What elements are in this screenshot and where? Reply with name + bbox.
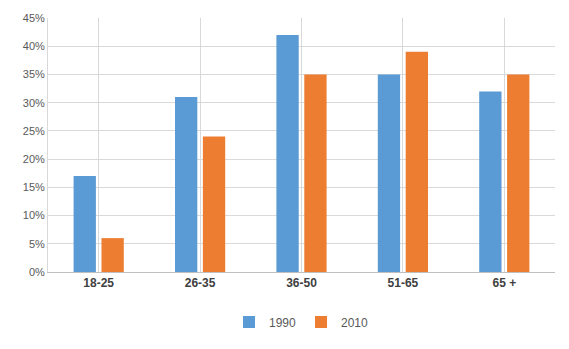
svg-text:20%: 20% [23, 153, 45, 165]
svg-text:15%: 15% [23, 181, 45, 193]
svg-text:10%: 10% [23, 209, 45, 221]
svg-text:0%: 0% [29, 266, 45, 278]
svg-text:1990: 1990 [269, 316, 296, 330]
svg-text:2010: 2010 [341, 316, 368, 330]
svg-text:51-65: 51-65 [388, 276, 419, 290]
svg-text:40%: 40% [23, 40, 45, 52]
svg-text:26-35: 26-35 [185, 276, 216, 290]
svg-text:5%: 5% [29, 238, 45, 250]
svg-text:18-25: 18-25 [83, 276, 114, 290]
svg-text:35%: 35% [23, 68, 45, 80]
svg-text:45%: 45% [23, 12, 45, 24]
svg-text:65 +: 65 + [492, 276, 516, 290]
svg-text:25%: 25% [23, 125, 45, 137]
svg-text:36-50: 36-50 [286, 276, 317, 290]
svg-text:30%: 30% [23, 97, 45, 109]
